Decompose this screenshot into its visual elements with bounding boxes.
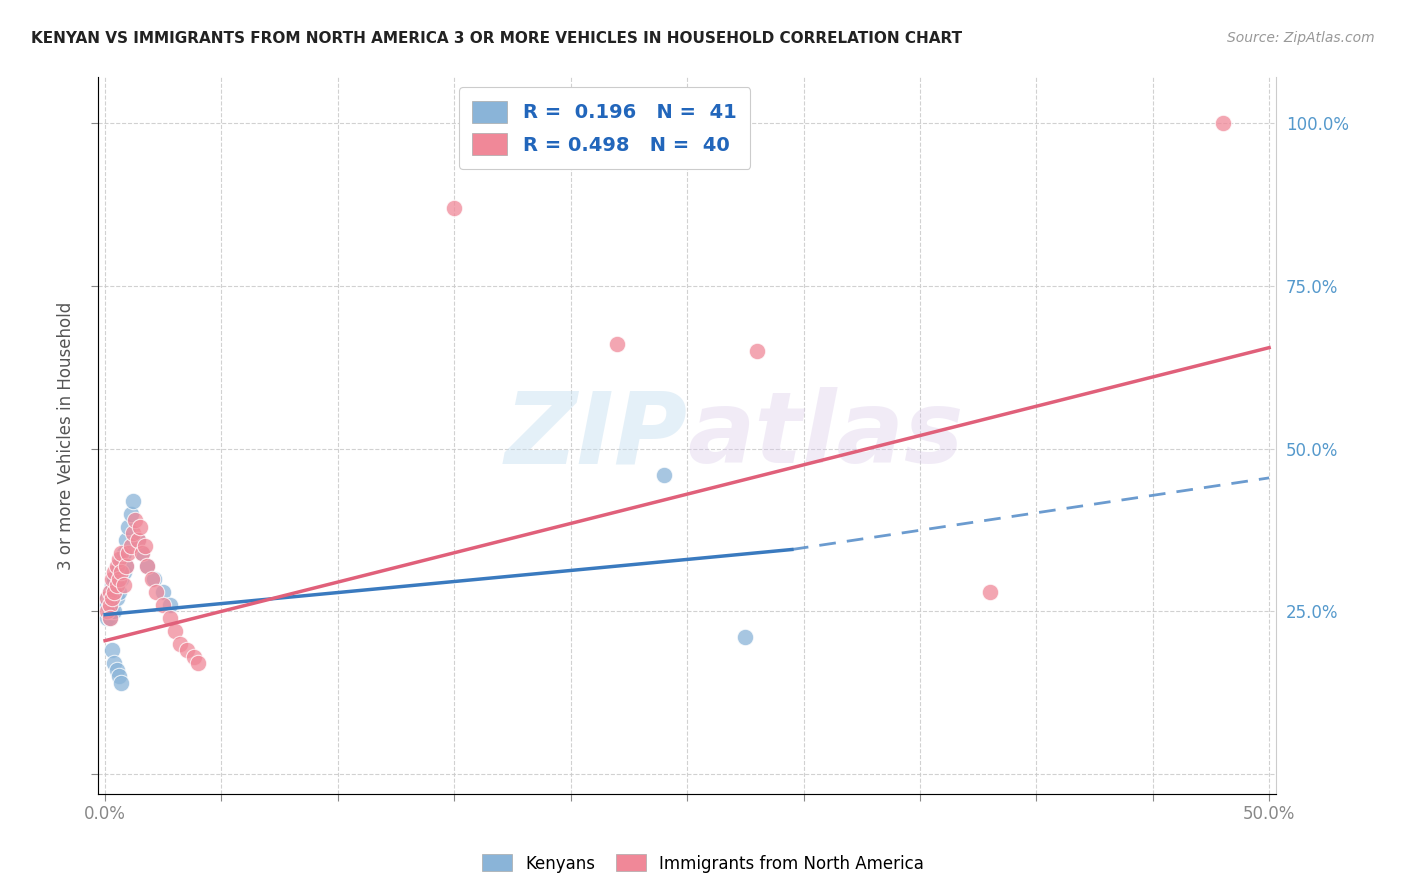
Point [103, 566, 125, 580]
Point [103, 584, 125, 599]
Point [98, 591, 121, 606]
Point [96, 591, 118, 606]
Point [103, 584, 125, 599]
Point [745, 343, 768, 358]
Point [112, 578, 135, 592]
Point [169, 637, 191, 651]
Point [187, 657, 209, 671]
Point [98, 611, 121, 625]
Point [117, 546, 139, 560]
Point [105, 578, 128, 592]
Point [98, 584, 121, 599]
Point [122, 493, 145, 508]
Point [143, 572, 166, 586]
Text: ZIP: ZIP [505, 387, 688, 484]
Point [96, 598, 118, 612]
Point [105, 578, 128, 592]
Point [108, 572, 131, 586]
Point [110, 566, 132, 580]
Point [101, 604, 124, 618]
Text: atlas: atlas [688, 387, 963, 484]
Text: KENYAN VS IMMIGRANTS FROM NORTH AMERICA 3 OR MORE VEHICLES IN HOUSEHOLD CORRELAT: KENYAN VS IMMIGRANTS FROM NORTH AMERICA … [31, 31, 962, 46]
Point [98, 611, 121, 625]
Point [606, 337, 628, 351]
Point [105, 591, 128, 606]
Point [98, 584, 121, 599]
Point [127, 533, 149, 547]
Point [101, 578, 124, 592]
Point [127, 533, 149, 547]
Point [117, 519, 139, 533]
Point [110, 552, 132, 566]
Point [103, 572, 125, 586]
Point [152, 584, 174, 599]
Point [101, 591, 124, 606]
Point [105, 566, 128, 580]
Point [105, 663, 128, 677]
Y-axis label: 3 or more Vehicles in Household: 3 or more Vehicles in Household [58, 301, 75, 570]
Point [979, 584, 1001, 599]
Point [108, 558, 131, 573]
Point [101, 591, 124, 606]
Point [159, 611, 181, 625]
Point [159, 598, 181, 612]
Point [98, 598, 121, 612]
Point [163, 624, 186, 638]
Point [124, 513, 146, 527]
Point [131, 546, 153, 560]
Point [131, 546, 153, 560]
Point [103, 657, 125, 671]
Point [105, 558, 128, 573]
Point [112, 546, 135, 560]
Point [101, 572, 124, 586]
Point [183, 649, 205, 664]
Point [96, 604, 118, 618]
Text: Source: ZipAtlas.com: Source: ZipAtlas.com [1227, 31, 1375, 45]
Point [96, 591, 118, 606]
Point [134, 539, 156, 553]
Point [98, 598, 121, 612]
Point [1212, 116, 1234, 130]
Point [152, 598, 174, 612]
Point [110, 572, 132, 586]
Point [129, 519, 152, 533]
Point [141, 572, 163, 586]
Point [108, 552, 131, 566]
Point [112, 566, 135, 580]
Point [103, 604, 125, 618]
Point [115, 558, 138, 573]
Point [110, 546, 132, 560]
Point [115, 558, 138, 573]
Point [101, 598, 124, 612]
Point [120, 507, 142, 521]
Point [176, 643, 198, 657]
Point [108, 584, 131, 599]
Point [136, 558, 159, 573]
Point [443, 201, 465, 215]
Point [145, 584, 167, 599]
Point [96, 611, 118, 625]
Point [108, 669, 131, 683]
Legend: Kenyans, Immigrants from North America: Kenyans, Immigrants from North America [475, 847, 931, 880]
Point [110, 676, 132, 690]
Point [734, 631, 756, 645]
Legend: R =  0.196   N =  41, R = 0.498   N =  40: R = 0.196 N = 41, R = 0.498 N = 40 [458, 87, 751, 169]
Point [136, 558, 159, 573]
Point [120, 539, 142, 553]
Point [122, 526, 145, 541]
Point [115, 533, 138, 547]
Point [652, 467, 675, 482]
Point [101, 643, 124, 657]
